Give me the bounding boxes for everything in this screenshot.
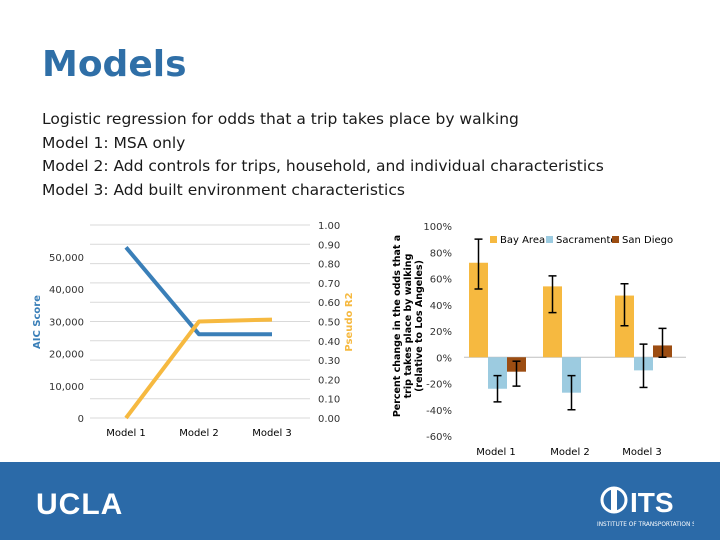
y2-tick-label: 0.30 bbox=[318, 356, 340, 367]
x-tick-label: Model 3 bbox=[252, 428, 292, 439]
slide-bullets: Logistic regression for odds that a trip… bbox=[42, 108, 604, 202]
its-logo: ITS INSTITUTE OF TRANSPORTATION STUDIES bbox=[597, 486, 694, 528]
y-tick-label: 40,000 bbox=[49, 285, 84, 296]
y-tick-label: 40% bbox=[430, 301, 452, 312]
bar bbox=[488, 357, 507, 389]
y2-tick-label: 0.20 bbox=[318, 375, 340, 386]
slide-title: Models bbox=[42, 44, 187, 85]
percent-change-bar-chart: -60% -40% -20% 0% 20% 40% 60% 80% 100% Percent ch… bbox=[392, 222, 686, 458]
bullet-item: Model 1: MSA only bbox=[42, 133, 186, 152]
series-line bbox=[124, 317, 273, 420]
bar bbox=[543, 286, 562, 358]
y2-tick-label: 0.90 bbox=[318, 240, 340, 251]
legend-label: Sacramento bbox=[556, 235, 616, 246]
svg-text:ITS: ITS bbox=[630, 487, 674, 518]
y-axis-title: Percent change in the odds that atrip ta… bbox=[392, 235, 425, 417]
ucla-logo: UCLA bbox=[36, 488, 124, 521]
legend-swatch bbox=[490, 236, 497, 243]
y-tick-label: 10,000 bbox=[49, 382, 84, 393]
x-tick-label: Model 2 bbox=[550, 447, 590, 458]
y2-tick-label: 0.70 bbox=[318, 279, 340, 290]
y-tick-label: 60% bbox=[430, 275, 452, 286]
legend-swatch bbox=[612, 236, 619, 243]
legend-swatch bbox=[546, 236, 553, 243]
bullet-item: Model 3: Add built environment character… bbox=[42, 180, 405, 199]
y-tick-label: -40% bbox=[426, 406, 452, 417]
bullet-item: Logistic regression for odds that a trip… bbox=[42, 110, 519, 128]
y-tick-label: 0% bbox=[436, 353, 452, 364]
svg-text:INSTITUTE OF TRANSPORTATION ST: INSTITUTE OF TRANSPORTATION STUDIES bbox=[597, 522, 694, 528]
y2-tick-label: 0.00 bbox=[318, 414, 340, 425]
y-tick-label: 80% bbox=[430, 248, 452, 259]
bar bbox=[469, 262, 488, 358]
y-tick-label: -20% bbox=[426, 380, 452, 391]
x-tick-label: Model 2 bbox=[179, 428, 219, 439]
legend-label: Bay Area bbox=[500, 235, 545, 246]
footer-bar bbox=[0, 462, 720, 540]
y-tick-label: 100% bbox=[423, 222, 452, 233]
legend-label: San Diego bbox=[622, 235, 673, 246]
y-tick-label: 50,000 bbox=[49, 253, 84, 264]
y2-tick-label: 1.00 bbox=[318, 221, 340, 232]
y2-tick-label: 0.50 bbox=[318, 318, 340, 329]
aic-pseudo-r2-chart: 0 10,000 20,000 30,000 40,000 50,000 0.00 0.10 0… bbox=[32, 221, 355, 439]
x-tick-label: Model 3 bbox=[622, 447, 662, 458]
y-tick-label: 20% bbox=[430, 327, 452, 338]
bullet-item: Model 2: Add controls for trips, househo… bbox=[42, 157, 604, 175]
y-tick-label: 20,000 bbox=[49, 350, 84, 361]
y2-tick-label: 0.40 bbox=[318, 337, 340, 348]
x-tick-label: Model 1 bbox=[106, 428, 146, 439]
y2-axis-title: Pseudo R2 bbox=[344, 292, 355, 351]
series-line bbox=[124, 246, 272, 337]
y-axis-title: AIC Score bbox=[32, 295, 43, 349]
y2-tick-label: 0.10 bbox=[318, 395, 340, 406]
y-tick-label: 30,000 bbox=[49, 317, 84, 328]
y2-tick-label: 0.60 bbox=[318, 298, 340, 309]
y2-tick-label: 0.80 bbox=[318, 260, 340, 271]
x-tick-label: Model 1 bbox=[476, 447, 516, 458]
y-tick-label: 0 bbox=[78, 414, 84, 425]
y-tick-label: -60% bbox=[426, 432, 452, 443]
